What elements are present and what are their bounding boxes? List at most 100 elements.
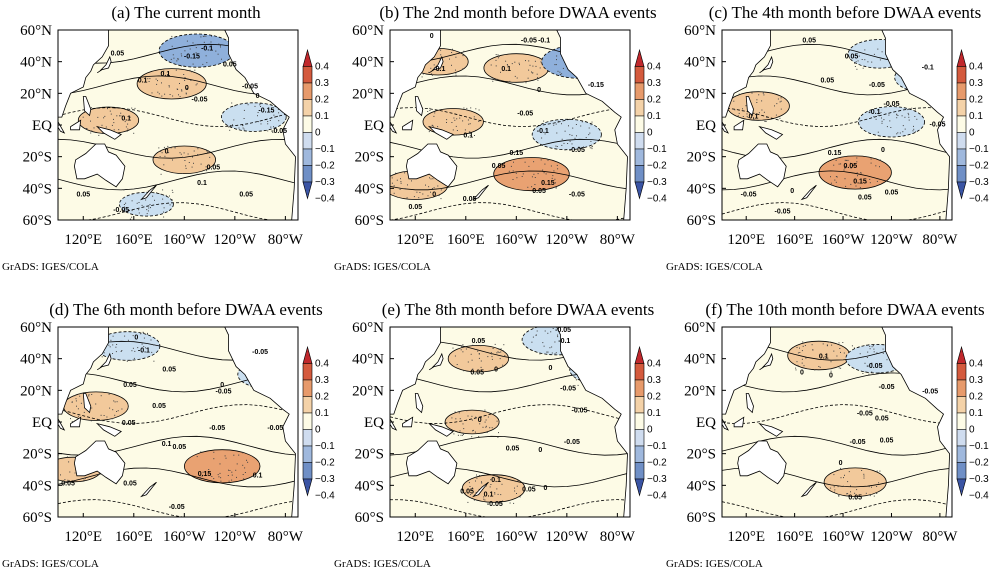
colorbar-label: −0.2 (647, 458, 667, 469)
contour-label: -0.1 (537, 128, 549, 135)
y-tick-label: 60°S (355, 213, 384, 229)
colorbar-label: −0.3 (647, 474, 667, 485)
contour-label: 0.05 (207, 164, 221, 171)
y-tick-label: 20°N (20, 86, 52, 102)
island-land (722, 418, 730, 431)
grads-credit: GrADS: IGES/COLA (2, 558, 99, 570)
contour-line (390, 107, 630, 127)
island-land (800, 481, 817, 498)
colorbar-swatch (302, 165, 313, 183)
contour-line (58, 499, 298, 517)
colorbar-label: 0 (315, 128, 321, 139)
contour-label: 0.05 (802, 38, 816, 45)
colorbar-swatch (956, 66, 967, 84)
colorbar-swatch (634, 181, 645, 200)
colorbar-label: 0.3 (647, 78, 661, 89)
colorbar-label: −0.3 (969, 177, 989, 188)
colorbar-swatch (634, 363, 645, 381)
colorbar-label: 0.4 (315, 359, 329, 370)
positive-anomaly-region (444, 409, 500, 435)
island-land (96, 352, 112, 371)
colorbar-label: −0.1 (969, 144, 989, 155)
island-land (95, 422, 123, 437)
colorbar-swatch (956, 82, 967, 100)
contour-label: 0 (165, 149, 169, 156)
map-area: 0.10-0.050-0.05-0.05-0.050.05-0.05 0.0500… (722, 327, 952, 517)
contour-label: 0.05 (875, 415, 889, 422)
island-land (390, 418, 398, 431)
y-tick-label: 60°S (23, 510, 52, 526)
island-land (402, 416, 414, 428)
island-land (758, 422, 784, 437)
contour-label: -0.05 (741, 191, 757, 198)
contour-label: 0 (537, 87, 541, 94)
colorbar-swatch (302, 462, 313, 480)
colorbar-swatch (302, 132, 313, 150)
colorbar-swatch (956, 48, 967, 67)
contour-label: 0.1 (121, 115, 131, 122)
colorbar-swatch (634, 478, 645, 497)
contour-label: -0.05 (487, 501, 503, 508)
colorbar-swatch (634, 148, 645, 166)
colorbar-label: −0.1 (647, 144, 667, 155)
colorbar-label: 0.1 (315, 111, 329, 122)
colorbar-label: −0.4 (647, 194, 667, 205)
y-tick-label: 40°S (23, 478, 52, 494)
y-tick-label: EQ (696, 415, 716, 431)
map-panel: (d) The 6th month before DWAA events0-0.… (2, 300, 335, 570)
contour-label: 0.1 (138, 77, 148, 84)
colorbar-swatch (302, 429, 313, 447)
colorbar-swatch (634, 396, 645, 414)
colorbar-label: 0.2 (969, 95, 983, 106)
colorbar-swatch (302, 82, 313, 100)
positive-anomaly-region (493, 157, 570, 192)
contour-line (722, 499, 952, 517)
australia-land (405, 143, 458, 188)
colorbar: 0.4 0.3 0.2 0.1 0 −0.1 −0.2 −0.3 −0.4 (634, 345, 667, 502)
y-tick-label: 60°N (352, 320, 384, 336)
colorbar-label: −0.4 (647, 491, 667, 502)
island-land (414, 393, 424, 414)
island-land (722, 121, 730, 134)
contour-label: -0.05 (560, 385, 576, 392)
contour-label: -0.05 (884, 101, 900, 108)
contour-line (722, 202, 952, 220)
island-land (800, 184, 817, 201)
contour-label: 0.05 (223, 61, 237, 68)
colorbar-swatch (634, 82, 645, 100)
contour-label: 0.1 (749, 114, 759, 121)
land-masses (722, 30, 952, 220)
colorbar-label: 0.1 (969, 111, 983, 122)
colorbar-label: −0.2 (315, 458, 335, 469)
americas-land (556, 30, 630, 220)
x-tick-label: 160°W (163, 529, 206, 545)
contour-label: -0.05 (267, 425, 283, 432)
colorbar-label: 0.4 (647, 359, 661, 370)
land-masses (722, 327, 952, 517)
colorbar-label: 0.1 (647, 111, 661, 122)
positive-anomaly-region (183, 449, 261, 484)
colorbar-swatch (302, 148, 313, 166)
contour-label: 0 (839, 460, 843, 467)
y-tick-label: 20°N (684, 86, 716, 102)
x-tick-label: 80°W (922, 232, 958, 248)
x-tick-label: 160°W (822, 529, 865, 545)
land-masses (58, 327, 298, 517)
colorbar-swatch (956, 99, 967, 117)
significance-stipple (82, 35, 280, 220)
colorbar-swatch (956, 445, 967, 463)
colorbar-swatch (634, 165, 645, 183)
contour-label: 0.1 (463, 133, 473, 140)
colorbar-label: 0 (969, 425, 975, 436)
map-panel: (e) The 8th month before DWAA events -0.0… (334, 300, 667, 570)
contour-label: 0 (494, 366, 498, 373)
land-masses (390, 30, 630, 220)
colorbar-label: −0.2 (969, 458, 989, 469)
y-tick-label: 40°N (20, 55, 52, 71)
colorbar-label: 0.4 (969, 62, 983, 73)
panel-title: (e) The 8th month before DWAA events (382, 300, 655, 319)
colorbar-label: 0.1 (647, 408, 661, 419)
colorbar-label: 0.3 (315, 375, 329, 386)
americas-land (556, 327, 630, 517)
